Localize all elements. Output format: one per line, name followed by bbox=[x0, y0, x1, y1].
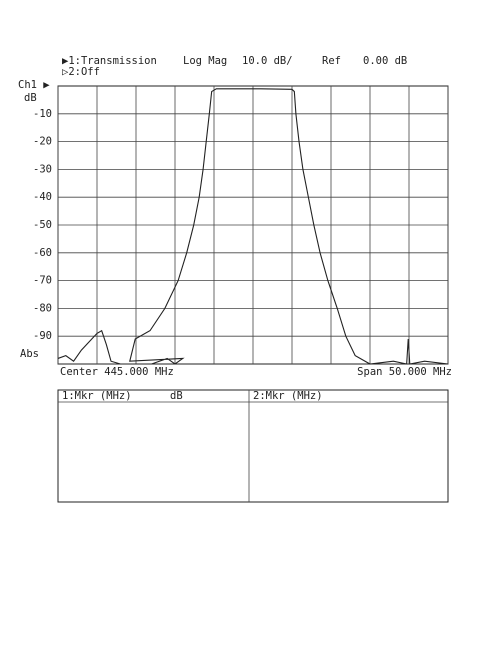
table-col1-unit: dB bbox=[170, 390, 183, 402]
y-tick-label: -90 bbox=[33, 330, 52, 342]
y-tick-label: -10 bbox=[33, 108, 52, 120]
ref-value: 0.00 dB bbox=[363, 55, 407, 67]
channel-label: Ch1 ▶ bbox=[18, 79, 50, 91]
y-tick-label: -80 bbox=[33, 302, 52, 314]
y-tick-label: -20 bbox=[33, 136, 52, 148]
ref-label: Ref bbox=[322, 55, 341, 67]
y-tick-label: -30 bbox=[33, 163, 52, 175]
table-col2: 2:Mkr (MHz) bbox=[253, 390, 323, 402]
table-col1: 1:Mkr (MHz) bbox=[62, 390, 132, 402]
y-unit: dB bbox=[24, 92, 37, 104]
trace1-label: ▶1:Transmission bbox=[62, 55, 157, 67]
format-label: Log Mag bbox=[183, 55, 227, 67]
bottom-label: Abs bbox=[20, 348, 39, 360]
scale-label: 10.0 dB/ bbox=[242, 55, 293, 67]
marker-table: 1:Mkr (MHz) dB 2:Mkr (MHz) bbox=[57, 389, 449, 503]
y-tick-label: -70 bbox=[33, 275, 52, 287]
span-label: Span 50.000 MHz bbox=[357, 366, 452, 378]
y-tick-label: -50 bbox=[33, 219, 52, 231]
y-tick-label: -40 bbox=[33, 191, 52, 203]
table-frame bbox=[57, 389, 449, 503]
center-label: Center 445.000 MHz bbox=[60, 366, 174, 378]
trace2-label: ▷2:Off bbox=[62, 66, 100, 78]
trace bbox=[57, 88, 449, 365]
y-tick-label: -60 bbox=[33, 247, 52, 259]
